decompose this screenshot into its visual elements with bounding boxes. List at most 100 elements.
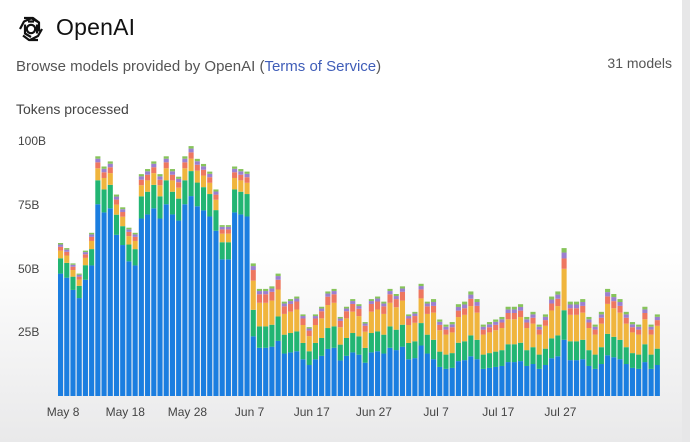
bar-day[interactable]: [182, 156, 188, 396]
bar-day[interactable]: [462, 301, 468, 396]
bar-day[interactable]: [561, 248, 567, 396]
bar-day[interactable]: [232, 166, 238, 397]
bar-day[interactable]: [399, 286, 406, 396]
bar-day[interactable]: [406, 314, 412, 396]
bar-day[interactable]: [76, 273, 82, 396]
bar-day[interactable]: [387, 288, 393, 396]
bar-day[interactable]: [542, 314, 548, 396]
bar-day[interactable]: [319, 306, 325, 396]
bar-day[interactable]: [113, 194, 120, 396]
bar-day[interactable]: [145, 169, 151, 396]
bar-day[interactable]: [169, 169, 175, 396]
bar-day[interactable]: [511, 306, 517, 396]
bar-day[interactable]: [648, 324, 654, 396]
bar-day[interactable]: [306, 327, 312, 396]
bar-day[interactable]: [592, 324, 598, 396]
bar-day[interactable]: [642, 306, 648, 396]
bar-day[interactable]: [418, 283, 424, 396]
bar-day[interactable]: [120, 207, 126, 396]
bar-day[interactable]: [101, 166, 107, 397]
bar-day[interactable]: [126, 227, 132, 396]
bar-day[interactable]: [95, 156, 101, 396]
bar-day[interactable]: [325, 291, 331, 396]
bar-day[interactable]: [549, 296, 555, 396]
bar-day[interactable]: [654, 314, 660, 396]
bar-day[interactable]: [636, 324, 642, 396]
bar-day[interactable]: [331, 288, 337, 396]
bar-day[interactable]: [256, 288, 263, 396]
bar-day[interactable]: [176, 176, 182, 396]
bar-day[interactable]: [107, 161, 113, 396]
bar-day[interactable]: [381, 301, 387, 396]
bar-day[interactable]: [188, 146, 194, 396]
bar-day[interactable]: [163, 156, 169, 396]
bar-day[interactable]: [536, 324, 542, 396]
bar-day[interactable]: [151, 161, 157, 396]
bar-day[interactable]: [281, 301, 287, 396]
bar-day[interactable]: [275, 273, 281, 396]
bar-day[interactable]: [219, 225, 225, 396]
bar-day[interactable]: [288, 299, 294, 396]
bar-day[interactable]: [617, 299, 623, 396]
bar-day[interactable]: [598, 311, 604, 396]
bar-day[interactable]: [580, 299, 586, 396]
bar-day[interactable]: [455, 304, 461, 396]
bar-day[interactable]: [449, 322, 455, 396]
subtitle-close: ): [376, 58, 382, 75]
bar-day[interactable]: [375, 296, 381, 396]
bar-day[interactable]: [132, 232, 138, 396]
bar-day[interactable]: [443, 324, 449, 396]
bar-day[interactable]: [82, 250, 88, 396]
bar-day[interactable]: [269, 286, 275, 396]
bar-day[interactable]: [586, 316, 592, 396]
bar-day[interactable]: [424, 301, 430, 396]
bar-day[interactable]: [623, 311, 629, 396]
bar-day[interactable]: [555, 291, 561, 396]
bar-day[interactable]: [611, 294, 617, 396]
bar-day[interactable]: [499, 316, 505, 396]
bar-day[interactable]: [337, 316, 343, 396]
bar-day[interactable]: [250, 263, 256, 396]
bar-day[interactable]: [505, 306, 511, 396]
bar-day[interactable]: [573, 301, 580, 396]
bar-day[interactable]: [474, 299, 480, 396]
bar-day[interactable]: [138, 174, 144, 396]
terms-of-service-link[interactable]: Terms of Service: [264, 58, 377, 75]
bar-day[interactable]: [312, 314, 318, 396]
bar-day[interactable]: [493, 319, 499, 397]
bar-day[interactable]: [350, 299, 356, 396]
bar-day[interactable]: [605, 288, 611, 396]
bar-day[interactable]: [263, 288, 269, 396]
bar-day[interactable]: [64, 248, 70, 396]
bar-day[interactable]: [430, 299, 437, 396]
bar-day[interactable]: [486, 322, 493, 396]
bar-day[interactable]: [58, 243, 64, 396]
bar-day[interactable]: [356, 304, 362, 396]
bar-day[interactable]: [468, 291, 474, 396]
bar-day[interactable]: [480, 324, 486, 396]
bar-day[interactable]: [368, 299, 374, 396]
bar-day[interactable]: [200, 163, 207, 396]
bar-day[interactable]: [518, 304, 524, 396]
bar-day[interactable]: [238, 169, 244, 396]
bar-day[interactable]: [437, 319, 443, 397]
bar-day[interactable]: [530, 311, 536, 396]
bar-day[interactable]: [524, 316, 530, 396]
bar-segment: [623, 314, 629, 318]
bar-day[interactable]: [157, 174, 163, 396]
bar-day[interactable]: [194, 158, 200, 396]
bar-day[interactable]: [294, 296, 300, 396]
bar-day[interactable]: [362, 322, 368, 396]
bar-day[interactable]: [213, 189, 219, 396]
bar-day[interactable]: [567, 301, 573, 396]
bar-day[interactable]: [629, 322, 636, 396]
bar-day[interactable]: [412, 311, 418, 396]
bar-day[interactable]: [225, 225, 231, 396]
bar-day[interactable]: [393, 294, 399, 396]
bar-day[interactable]: [244, 171, 250, 396]
bar-day[interactable]: [343, 306, 350, 396]
bar-day[interactable]: [207, 171, 213, 396]
bar-day[interactable]: [300, 314, 306, 396]
bar-day[interactable]: [89, 232, 95, 396]
bar-day[interactable]: [70, 263, 76, 396]
